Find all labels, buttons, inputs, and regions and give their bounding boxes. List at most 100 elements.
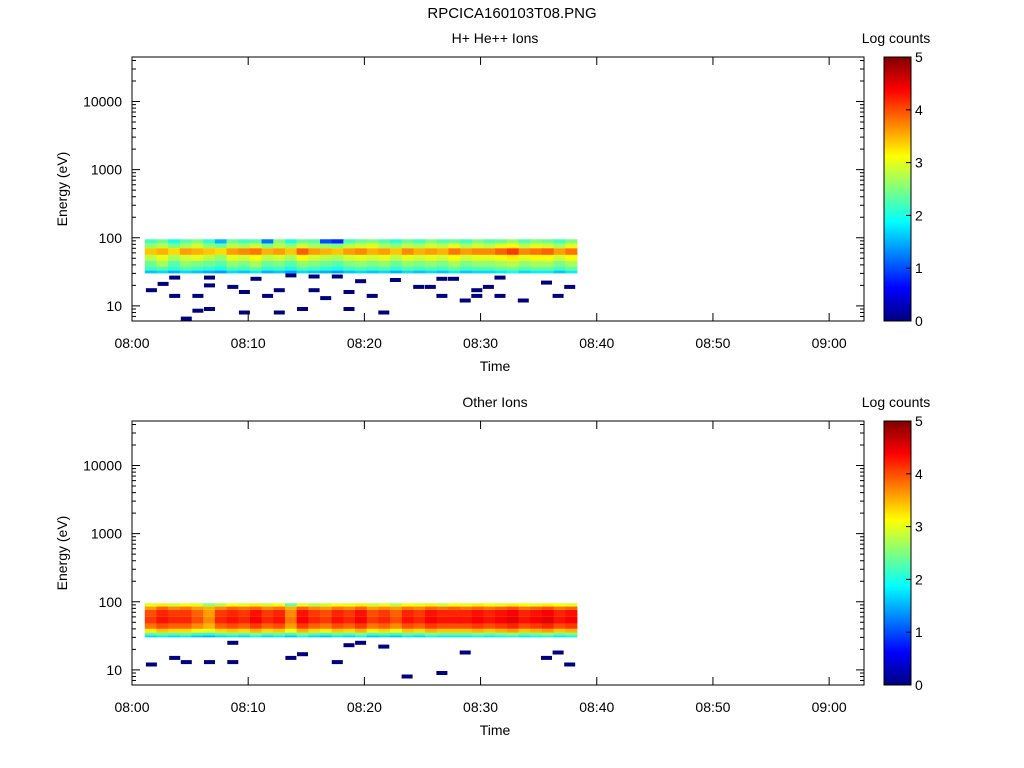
sparse-bin: [564, 284, 576, 289]
sparse-bin: [273, 288, 285, 293]
sparse-bin: [169, 275, 181, 280]
heatmap-cell: [366, 243, 379, 249]
heatmap-cell: [284, 632, 298, 636]
heatmap-cell: [203, 254, 216, 261]
heatmap-cell: [284, 606, 298, 610]
heatmap-cell: [413, 266, 426, 271]
sparse-bin: [366, 293, 378, 298]
heatmap-cell: [249, 632, 262, 636]
heatmap-cell: [226, 260, 239, 267]
heatmap-cell: [168, 239, 181, 244]
heatmap-cell: [343, 609, 356, 617]
colorbar-label: Log counts: [862, 30, 931, 46]
x-tick-label: 08:50: [695, 699, 730, 715]
heatmap-cell: [296, 248, 309, 255]
heatmap-cell: [436, 248, 449, 255]
heatmap-cell: [460, 606, 473, 610]
heatmap-cell: [331, 632, 344, 636]
heatmap-cell: [366, 609, 379, 617]
sparse-bin: [436, 671, 448, 675]
heatmap-cell: [460, 266, 473, 271]
heatmap-cell: [308, 609, 321, 617]
panel-title: H+ He++ Ions: [452, 30, 539, 46]
heatmap-cell: [541, 628, 555, 633]
sparse-bin: [204, 307, 215, 311]
heatmap-cell: [214, 635, 227, 638]
heatmap-cell: [436, 266, 449, 271]
heatmap-cell: [506, 254, 519, 261]
sparse-bin: [494, 293, 506, 298]
x-tick-label: 08:40: [579, 699, 614, 715]
heatmap-cell: [320, 609, 333, 617]
plot-frame: [131, 420, 865, 686]
heatmap-cell: [518, 632, 531, 636]
heatmap-cell: [273, 606, 286, 610]
heatmap-cell: [483, 243, 496, 249]
heatmap-cell: [284, 270, 298, 274]
heatmap-cell: [284, 635, 298, 638]
heatmap-cell: [179, 603, 192, 607]
heatmap-cell: [308, 616, 321, 624]
heatmap-cell: [331, 239, 344, 244]
y-tick-label: 100: [99, 594, 123, 610]
heatmap-cell: [320, 616, 333, 624]
y-tick-label: 10000: [83, 458, 122, 474]
heatmap-cell: [343, 616, 356, 624]
heatmap-cell: [203, 266, 216, 271]
plot-frame: [131, 56, 865, 322]
sparse-bin: [552, 293, 564, 298]
heatmap-cell: [495, 623, 508, 629]
heatmap-cell: [168, 243, 181, 249]
y-axis-label: Energy (eV): [54, 516, 70, 591]
heatmap-cell: [249, 266, 262, 271]
heatmap-cell: [553, 260, 566, 267]
heatmap-cell: [390, 632, 403, 636]
heatmap-cell: [565, 266, 578, 271]
x-tick-label: 08:00: [114, 699, 149, 715]
heatmap-cell: [308, 243, 321, 249]
sparse-bin: [320, 296, 332, 301]
heatmap-cell: [203, 635, 216, 638]
heatmap-cell: [506, 609, 519, 617]
heatmap-cell: [168, 606, 181, 610]
heatmap-cell: [238, 623, 251, 629]
heatmap-cell: [144, 254, 157, 261]
heatmap-cell: [214, 248, 227, 255]
colorbar-tick-label: 3: [915, 155, 923, 171]
heatmap-cell: [331, 603, 344, 607]
heatmap-cell: [518, 635, 531, 638]
heatmap-cell: [191, 609, 204, 617]
heatmap-cell: [506, 603, 519, 607]
heatmap-cell: [460, 248, 473, 255]
heatmap-cell: [401, 632, 414, 636]
heatmap-cell: [448, 635, 461, 638]
heatmap-cell: [506, 248, 519, 255]
heatmap-cell: [471, 239, 484, 244]
x-axis-label: Time: [480, 358, 511, 374]
y-axis: 10 100 1000 10000: [83, 423, 864, 686]
heatmap-cell: [261, 248, 274, 255]
heatmap-cell: [413, 632, 426, 636]
heatmap-cell: [390, 266, 403, 271]
sparse-bin: [401, 674, 413, 679]
heatmap-cell: [320, 606, 333, 610]
heatmap-cell: [541, 239, 555, 244]
heatmap-cell: [483, 260, 496, 267]
x-axis: 08:00 08:10 08:20 08:30 08:40 08:50 09:00: [114, 57, 847, 351]
heatmap-cell: [214, 254, 227, 261]
colorbar-tick-label: 1: [915, 624, 923, 640]
heatmap-cell: [390, 270, 403, 274]
heatmap-cell: [214, 606, 227, 610]
heatmap-cells: [144, 603, 578, 638]
heatmap-cell: [343, 628, 356, 633]
heatmap-cell: [261, 623, 274, 629]
y-tick-label: 1000: [91, 526, 122, 542]
heatmap-cell: [425, 632, 438, 636]
heatmap-cell: [156, 254, 169, 261]
heatmap-cell: [518, 248, 531, 255]
heatmap-cell: [249, 628, 262, 633]
heatmap-cell: [284, 609, 298, 617]
x-tick-label: 08:20: [347, 335, 382, 351]
heatmap-cell: [238, 609, 251, 617]
heatmap-cell: [553, 632, 566, 636]
